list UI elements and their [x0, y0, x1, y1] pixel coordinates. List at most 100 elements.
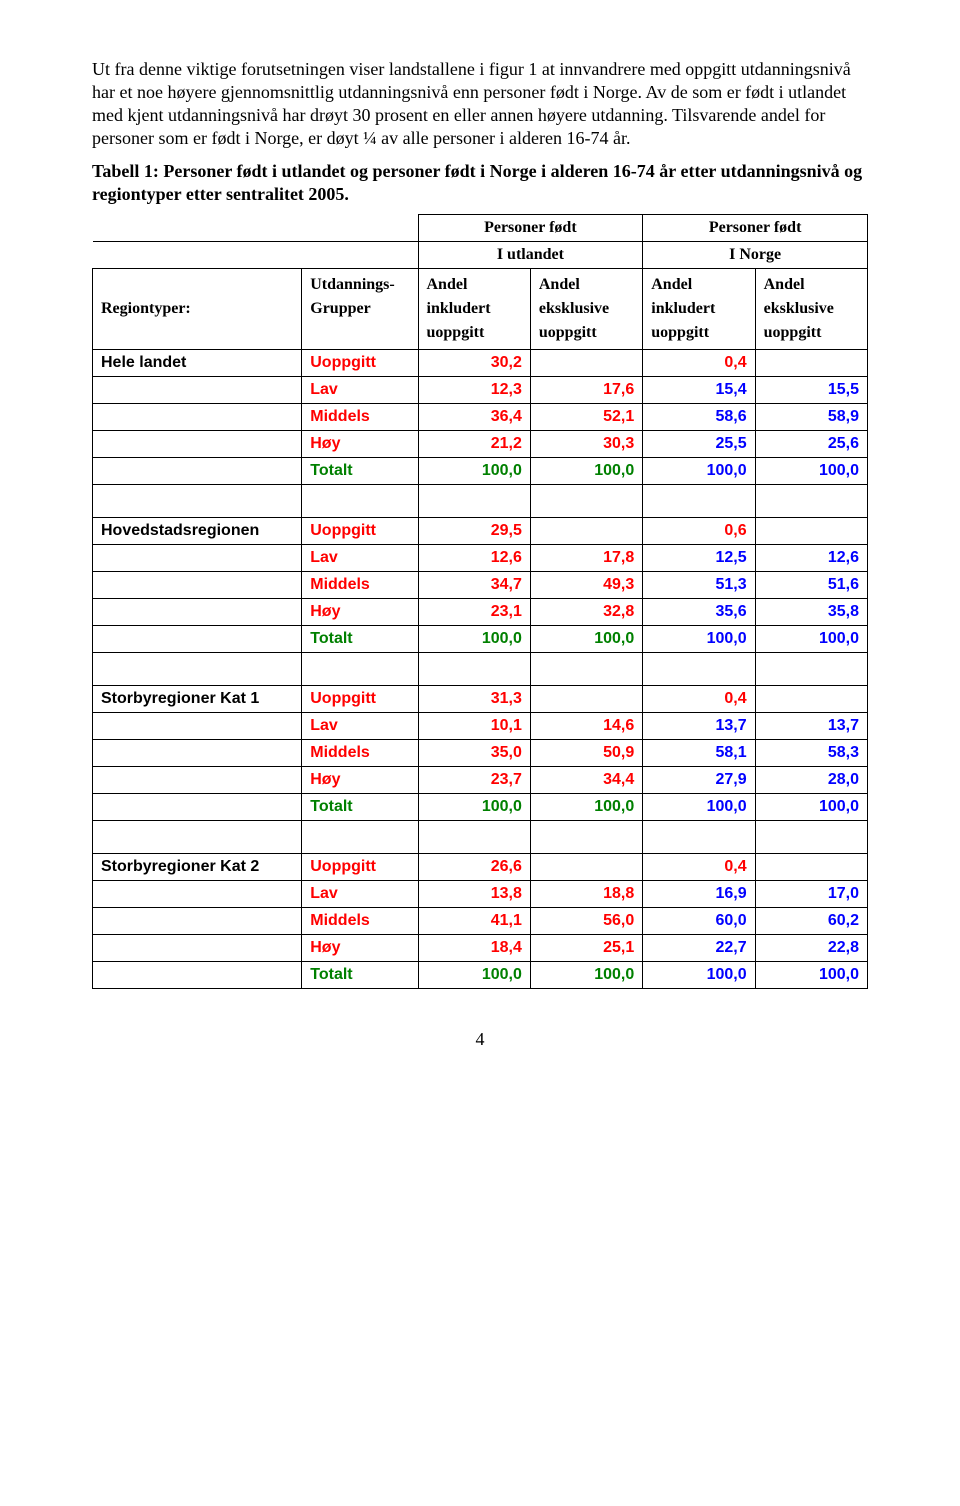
edu-label: Middels [302, 404, 418, 431]
edu-label: Høy [302, 935, 418, 962]
empty-cell [93, 458, 302, 485]
value-cell: 100,0 [530, 626, 642, 653]
value-cell: 100,0 [530, 794, 642, 821]
value-cell [755, 686, 867, 713]
value-cell: 100,0 [643, 458, 755, 485]
value-cell: 41,1 [418, 908, 530, 935]
value-cell: 35,0 [418, 740, 530, 767]
value-cell: 100,0 [418, 458, 530, 485]
value-cell: 100,0 [643, 962, 755, 989]
value-cell: 26,6 [418, 854, 530, 881]
value-cell: 58,6 [643, 404, 755, 431]
value-cell: 35,6 [643, 599, 755, 626]
value-cell: 100,0 [418, 962, 530, 989]
table-caption: Tabell 1: Personer født i utlandet og pe… [92, 160, 868, 206]
value-cell: 100,0 [755, 626, 867, 653]
edu-label: Totalt [302, 962, 418, 989]
value-cell: 16,9 [643, 881, 755, 908]
value-cell: 58,1 [643, 740, 755, 767]
edu-label: Høy [302, 431, 418, 458]
value-cell: 100,0 [755, 458, 867, 485]
value-cell: 0,4 [643, 350, 755, 377]
edu-label: Lav [302, 713, 418, 740]
region-label: Hele landet [93, 350, 302, 377]
edu-label: Lav [302, 377, 418, 404]
empty-cell [93, 794, 302, 821]
empty-cell [93, 935, 302, 962]
value-cell: 0,6 [643, 518, 755, 545]
value-cell: 34,7 [418, 572, 530, 599]
value-cell: 100,0 [418, 626, 530, 653]
education-table: Personer fødtPersoner fødtI utlandetI No… [92, 214, 868, 989]
value-cell: 100,0 [643, 794, 755, 821]
value-cell: 30,3 [530, 431, 642, 458]
value-cell: 17,6 [530, 377, 642, 404]
value-cell: 51,3 [643, 572, 755, 599]
value-cell: 100,0 [530, 962, 642, 989]
value-cell: 29,5 [418, 518, 530, 545]
empty-cell [93, 713, 302, 740]
value-cell: 51,6 [755, 572, 867, 599]
value-cell: 17,0 [755, 881, 867, 908]
value-cell [530, 854, 642, 881]
empty-cell [93, 908, 302, 935]
value-cell: 30,2 [418, 350, 530, 377]
value-cell: 25,6 [755, 431, 867, 458]
value-cell: 58,3 [755, 740, 867, 767]
edu-label: Totalt [302, 794, 418, 821]
value-cell: 12,3 [418, 377, 530, 404]
value-cell: 100,0 [755, 962, 867, 989]
value-cell: 12,6 [418, 545, 530, 572]
value-cell: 13,7 [755, 713, 867, 740]
value-cell: 17,8 [530, 545, 642, 572]
value-cell: 23,7 [418, 767, 530, 794]
value-cell: 23,1 [418, 599, 530, 626]
edu-label: Høy [302, 599, 418, 626]
value-cell: 50,9 [530, 740, 642, 767]
empty-cell [93, 431, 302, 458]
value-cell: 27,9 [643, 767, 755, 794]
edu-label: Middels [302, 740, 418, 767]
edu-label: Uoppgitt [302, 518, 418, 545]
empty-cell [93, 545, 302, 572]
value-cell [755, 854, 867, 881]
empty-cell [93, 404, 302, 431]
edu-label: Høy [302, 767, 418, 794]
empty-cell [93, 740, 302, 767]
edu-label: Uoppgitt [302, 854, 418, 881]
value-cell: 10,1 [418, 713, 530, 740]
value-cell: 34,4 [530, 767, 642, 794]
page-number: 4 [92, 1029, 868, 1050]
value-cell: 22,7 [643, 935, 755, 962]
region-label: Storbyregioner Kat 1 [93, 686, 302, 713]
empty-cell [93, 962, 302, 989]
value-cell: 58,9 [755, 404, 867, 431]
value-cell: 60,0 [643, 908, 755, 935]
body-paragraph: Ut fra denne viktige forutsetningen vise… [92, 58, 868, 150]
empty-cell [93, 881, 302, 908]
value-cell: 21,2 [418, 431, 530, 458]
value-cell: 36,4 [418, 404, 530, 431]
value-cell [755, 518, 867, 545]
value-cell: 25,1 [530, 935, 642, 962]
edu-label: Lav [302, 545, 418, 572]
value-cell: 100,0 [418, 794, 530, 821]
empty-cell [93, 599, 302, 626]
edu-label: Middels [302, 572, 418, 599]
value-cell: 18,4 [418, 935, 530, 962]
empty-cell [93, 572, 302, 599]
value-cell: 100,0 [643, 626, 755, 653]
edu-label: Totalt [302, 626, 418, 653]
value-cell: 100,0 [530, 458, 642, 485]
edu-label: Totalt [302, 458, 418, 485]
value-cell: 49,3 [530, 572, 642, 599]
value-cell: 35,8 [755, 599, 867, 626]
edu-label: Middels [302, 908, 418, 935]
value-cell: 14,6 [530, 713, 642, 740]
edu-label: Uoppgitt [302, 686, 418, 713]
value-cell: 31,3 [418, 686, 530, 713]
value-cell: 100,0 [755, 794, 867, 821]
empty-cell [93, 626, 302, 653]
value-cell [530, 350, 642, 377]
value-cell [530, 686, 642, 713]
